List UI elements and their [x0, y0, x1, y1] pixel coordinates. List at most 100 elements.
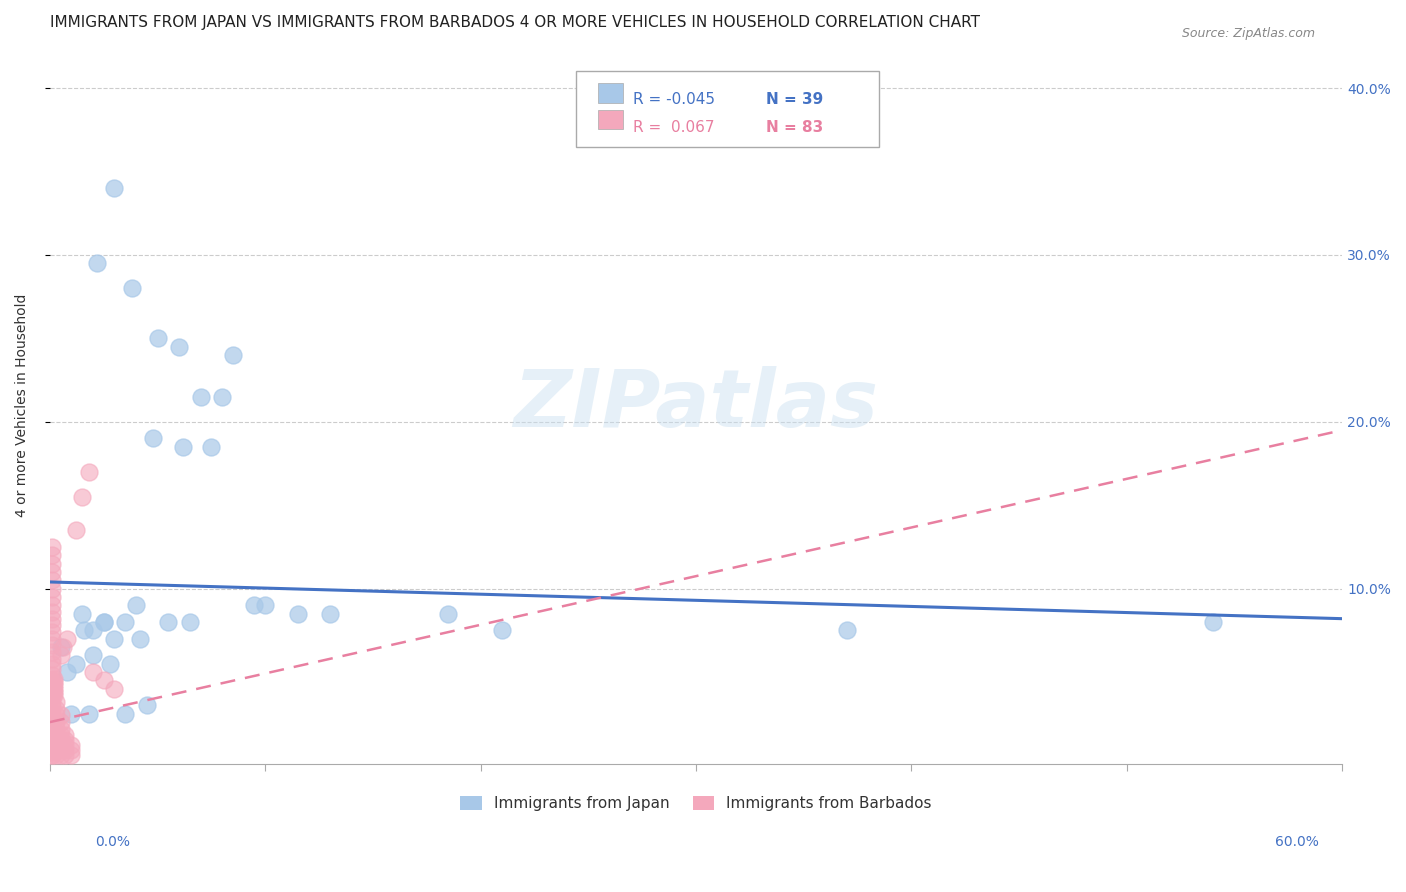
Point — [65, 523, 87, 537]
Point — [44, 681, 66, 696]
Point — [41, 731, 63, 746]
Point — [41, 625, 63, 640]
Point — [200, 440, 222, 454]
Point — [77, 706, 100, 721]
Text: R = -0.045: R = -0.045 — [633, 92, 714, 107]
Point — [93, 615, 115, 629]
Point — [49, 715, 72, 730]
Point — [60, 739, 83, 753]
Point — [49, 739, 72, 753]
Point — [222, 348, 245, 362]
Point — [60, 743, 83, 757]
Point — [44, 675, 66, 690]
Point — [41, 695, 63, 709]
Point — [41, 639, 63, 653]
Point — [437, 607, 460, 621]
Point — [41, 720, 63, 734]
Point — [41, 574, 63, 588]
Point — [45, 733, 67, 747]
Point — [82, 665, 104, 679]
Point — [114, 706, 136, 721]
Point — [114, 615, 136, 629]
Point — [41, 714, 63, 728]
Point — [93, 615, 115, 629]
Point — [41, 716, 63, 731]
Text: IMMIGRANTS FROM JAPAN VS IMMIGRANTS FROM BARBADOS 4 OR MORE VEHICLES IN HOUSEHOL: IMMIGRANTS FROM JAPAN VS IMMIGRANTS FROM… — [49, 15, 980, 30]
Point — [41, 651, 63, 665]
Point — [41, 657, 63, 671]
Point — [53, 739, 76, 753]
Point — [41, 685, 63, 699]
Point — [53, 748, 76, 763]
Point — [41, 618, 63, 632]
Point — [45, 715, 67, 730]
Point — [49, 708, 72, 723]
Point — [41, 605, 63, 619]
Point — [49, 640, 72, 654]
Text: R =  0.067: R = 0.067 — [633, 120, 714, 136]
Point — [121, 281, 143, 295]
Point — [142, 432, 165, 446]
Point — [41, 565, 63, 579]
Point — [135, 698, 157, 713]
Text: 60.0%: 60.0% — [1275, 835, 1319, 849]
Point — [44, 689, 66, 703]
Point — [41, 668, 63, 682]
Text: Source: ZipAtlas.com: Source: ZipAtlas.com — [1181, 27, 1315, 40]
Point — [73, 624, 96, 638]
Point — [146, 331, 169, 345]
Point — [41, 645, 63, 659]
Point — [125, 599, 148, 613]
Point — [167, 340, 190, 354]
Point — [93, 673, 115, 688]
Point — [287, 607, 309, 621]
Point — [243, 599, 266, 613]
Point — [41, 748, 63, 763]
Point — [41, 743, 63, 757]
Point — [82, 648, 104, 663]
Point — [319, 607, 342, 621]
Point — [49, 733, 72, 747]
Point — [70, 490, 93, 504]
Point — [41, 723, 63, 738]
Point — [41, 612, 63, 626]
Point — [491, 624, 513, 638]
Point — [41, 540, 63, 554]
Point — [60, 706, 83, 721]
Point — [41, 705, 63, 719]
Text: N = 83: N = 83 — [766, 120, 824, 136]
Point — [41, 678, 63, 692]
Point — [52, 640, 75, 654]
Point — [41, 673, 63, 688]
Point — [41, 557, 63, 571]
Text: ZIPatlas: ZIPatlas — [513, 366, 879, 444]
Point — [86, 256, 108, 270]
Point — [60, 748, 83, 763]
Point — [45, 695, 67, 709]
Point — [41, 590, 63, 604]
Point — [41, 582, 63, 596]
Text: 0.0%: 0.0% — [96, 835, 131, 849]
Point — [41, 599, 63, 613]
Point — [103, 681, 125, 696]
Point — [49, 722, 72, 736]
Point — [41, 729, 63, 743]
Point — [44, 678, 66, 692]
Point — [53, 729, 76, 743]
Point — [254, 599, 277, 613]
Point — [41, 740, 63, 755]
Point — [41, 735, 63, 749]
Point — [49, 648, 72, 663]
Point — [53, 733, 76, 747]
Point — [41, 632, 63, 646]
Point — [49, 743, 72, 757]
Point — [70, 607, 93, 621]
Point — [41, 690, 63, 704]
Point — [45, 748, 67, 763]
Point — [44, 685, 66, 699]
Point — [172, 440, 194, 454]
Point — [129, 632, 152, 646]
Point — [56, 665, 79, 679]
Point — [45, 729, 67, 743]
Point — [157, 615, 180, 629]
